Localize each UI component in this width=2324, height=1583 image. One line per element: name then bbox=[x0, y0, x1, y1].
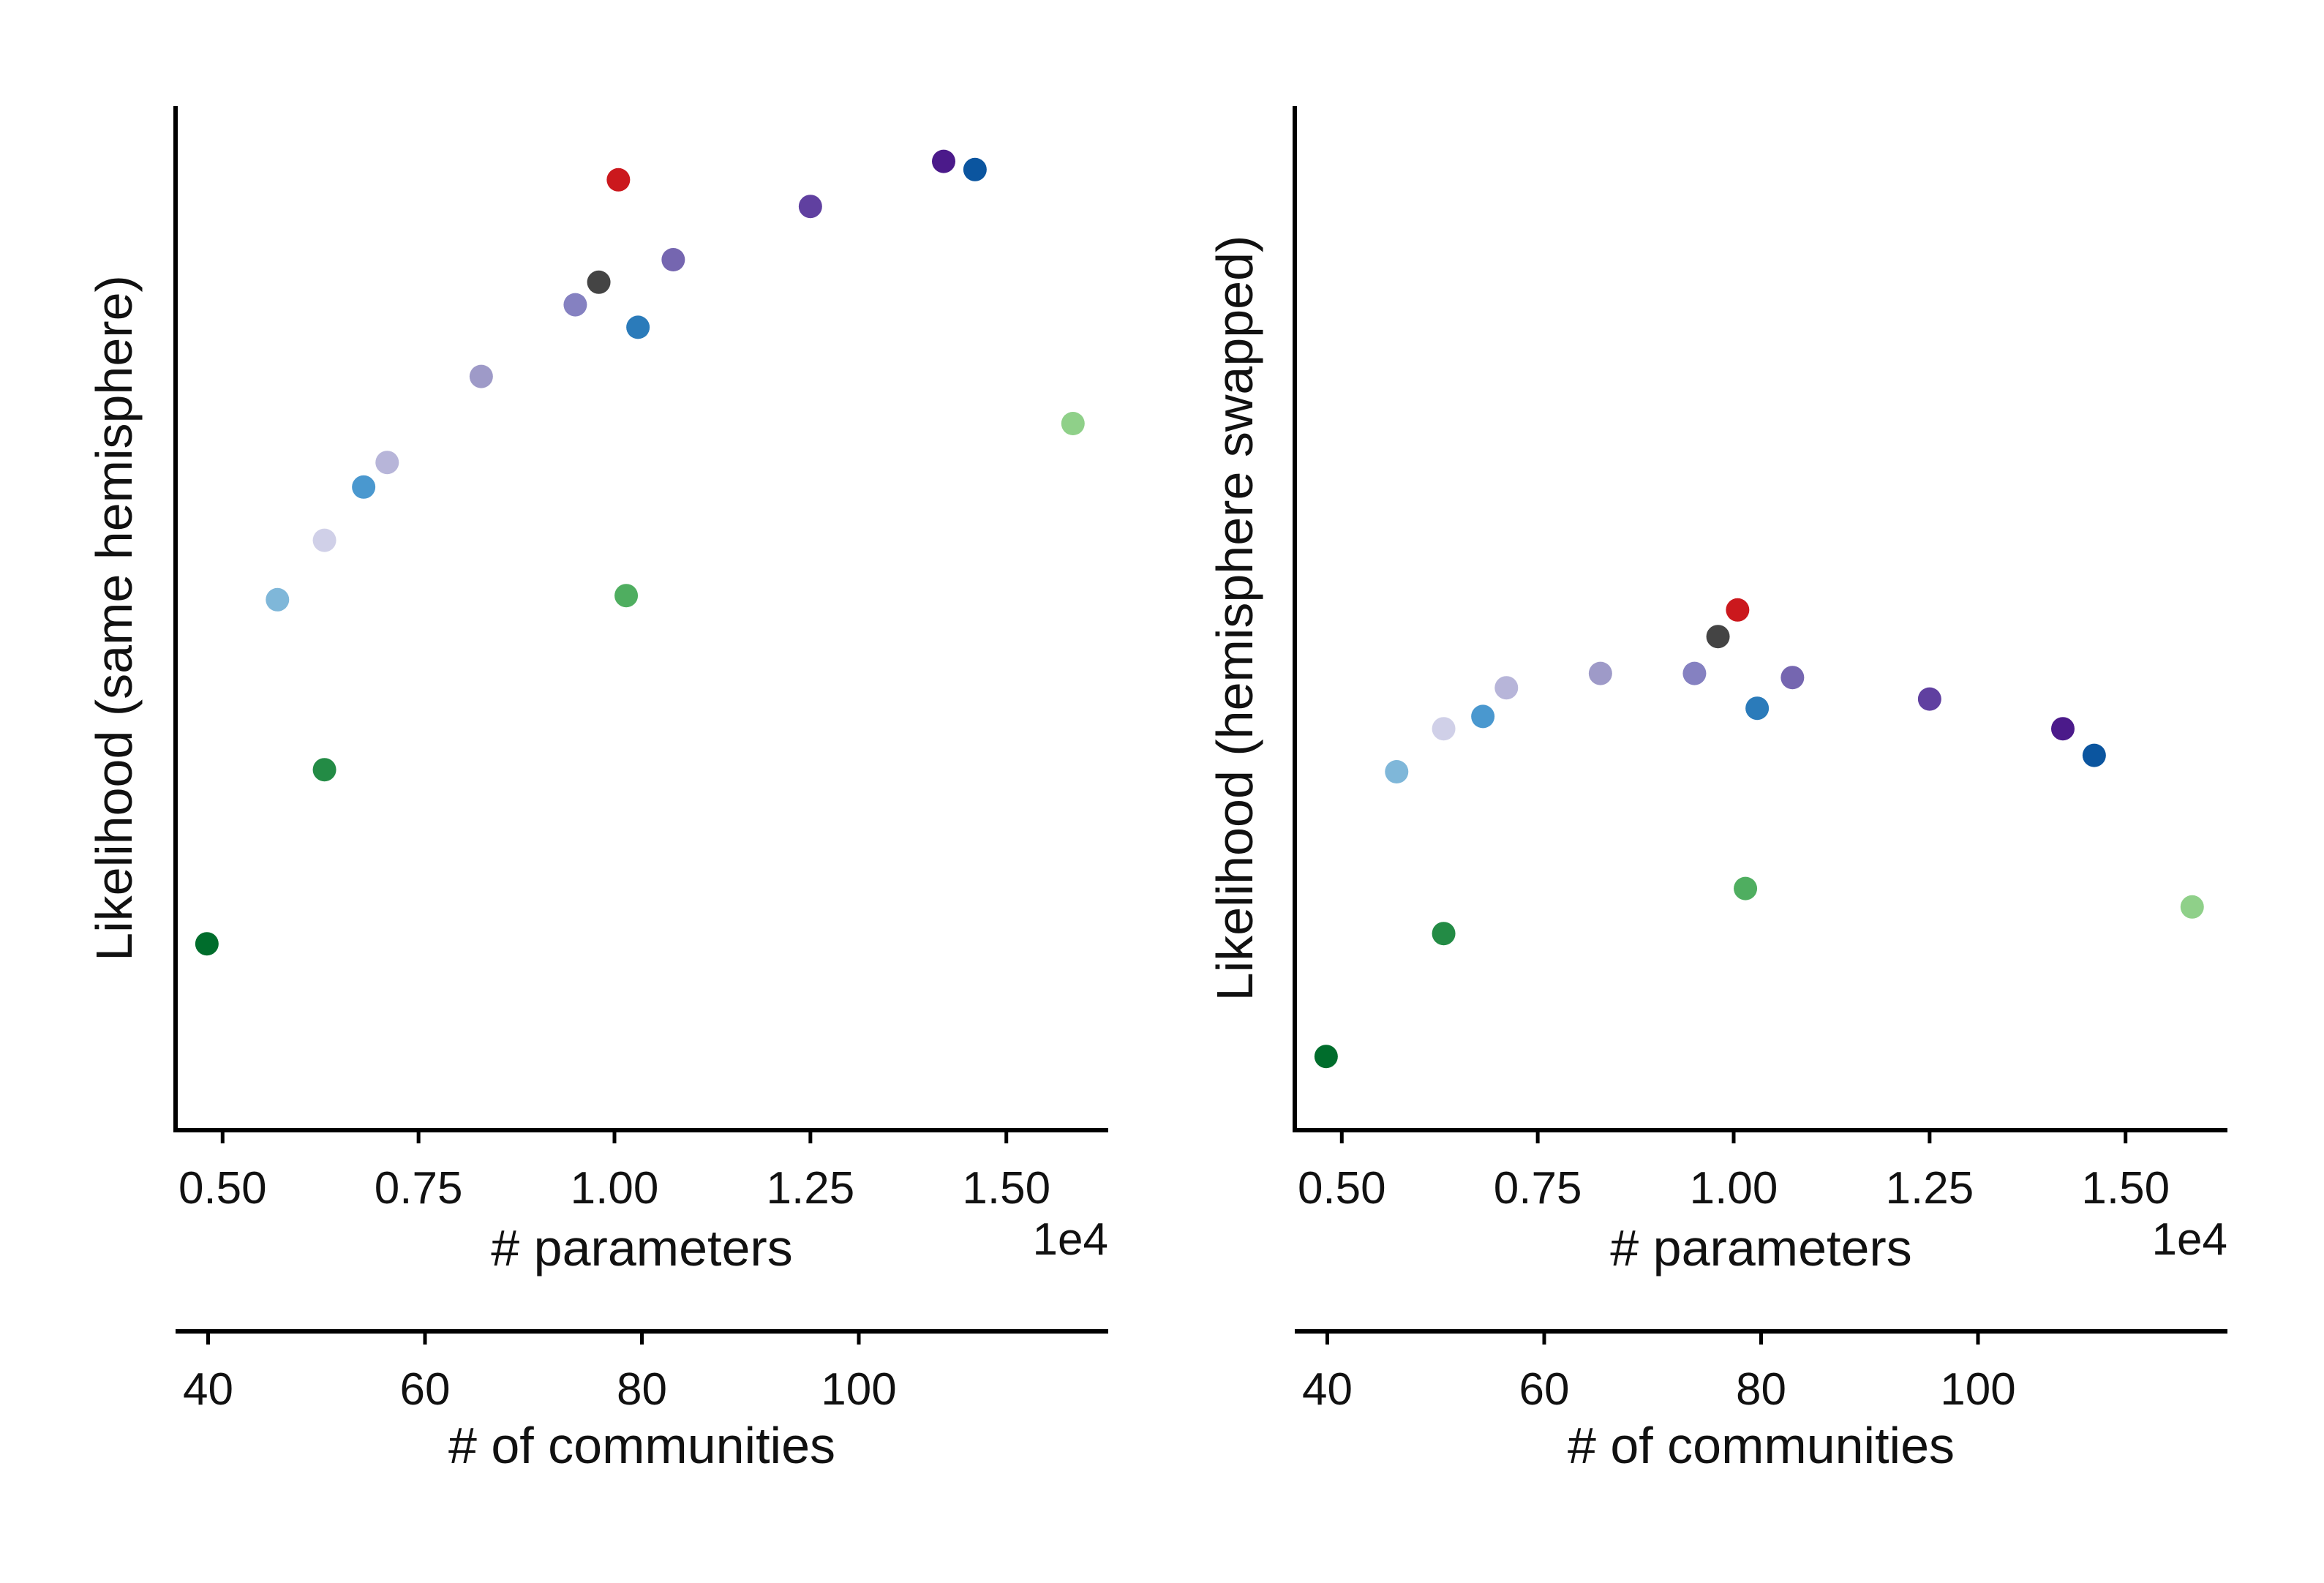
y-axis-label: Likelihood (same hemisphere) bbox=[86, 275, 143, 961]
scatter-point bbox=[312, 758, 336, 782]
left-panel-same-hemisphere: 0.50 0.75 1.00 1.25 1.50 # parameters 1e4 Likel… bbox=[86, 106, 1108, 1474]
secondary-x-axis-label: # of communities bbox=[448, 1417, 835, 1474]
secondary-x-tick-label: 80 bbox=[1736, 1364, 1786, 1415]
scatter-point bbox=[2051, 717, 2075, 741]
scatter-point bbox=[563, 293, 587, 317]
secondary-x-axis-label: # of communities bbox=[1568, 1417, 1955, 1474]
scatter-point bbox=[195, 932, 219, 956]
scatter-point bbox=[312, 528, 336, 552]
secondary-x-tick-label: 100 bbox=[821, 1364, 896, 1415]
scatter-point bbox=[587, 270, 611, 294]
x-offset-label: 1e4 bbox=[2152, 1214, 2227, 1265]
x-tick-label: 1.50 bbox=[2081, 1163, 2170, 1214]
secondary-x-tick-label: 40 bbox=[183, 1364, 233, 1415]
scatter-point bbox=[1061, 412, 1085, 435]
scatter-point bbox=[932, 149, 955, 173]
scatter-point bbox=[266, 587, 290, 612]
right-panel-hemisphere-swapped: 0.50 0.75 1.00 1.25 1.50 # parameters 1e4 Likel… bbox=[1206, 106, 2227, 1474]
x-tick-label: 1.00 bbox=[571, 1163, 659, 1214]
scatter-point bbox=[1917, 687, 1941, 711]
scatter-point bbox=[352, 475, 376, 499]
secondary-x-tick-label: 60 bbox=[400, 1364, 451, 1415]
scatter-point bbox=[1494, 676, 1519, 700]
scatter-point bbox=[626, 315, 650, 339]
scatter-point bbox=[469, 364, 493, 388]
scatter-point bbox=[963, 157, 987, 181]
scatter-point bbox=[1745, 696, 1770, 721]
scatter-point bbox=[2082, 743, 2106, 767]
scatter-point bbox=[1734, 876, 1758, 900]
scatter-point bbox=[614, 584, 639, 608]
y-axis-label: Likelihood (hemisphere swapped) bbox=[1206, 236, 1263, 1001]
scatter-point bbox=[1314, 1045, 1338, 1069]
scatter-point bbox=[1706, 625, 1730, 649]
x-tick-label: 1.00 bbox=[1690, 1163, 1778, 1214]
x-tick-label: 0.50 bbox=[1298, 1163, 1386, 1214]
secondary-x-tick-label: 100 bbox=[1940, 1364, 2015, 1415]
x-tick-label: 1.50 bbox=[962, 1163, 1050, 1214]
x-tick-label: 1.25 bbox=[1886, 1163, 1974, 1214]
x-tick-label: 0.75 bbox=[375, 1163, 463, 1214]
secondary-x-tick-label: 80 bbox=[617, 1364, 667, 1415]
secondary-x-tick-label: 40 bbox=[1302, 1364, 1353, 1415]
scatter-point bbox=[2180, 895, 2204, 919]
scatter-point bbox=[1726, 598, 1750, 622]
scatter-point bbox=[375, 451, 399, 475]
x-tick-label: 0.50 bbox=[178, 1163, 267, 1214]
scatter-point bbox=[1432, 717, 1456, 741]
x-tick-label: 1.25 bbox=[767, 1163, 855, 1214]
scatter-point bbox=[1780, 666, 1805, 690]
scatter-point bbox=[1471, 704, 1495, 729]
x-offset-label: 1e4 bbox=[1033, 1214, 1108, 1265]
x-axis-label: # parameters bbox=[491, 1219, 792, 1276]
scatter-point bbox=[661, 248, 685, 271]
secondary-x-tick-label: 60 bbox=[1519, 1364, 1570, 1415]
scatter-point bbox=[1385, 760, 1409, 783]
scatter-point bbox=[1432, 922, 1456, 946]
x-tick-label: 0.75 bbox=[1494, 1163, 1582, 1214]
scatter-point bbox=[1588, 661, 1612, 685]
scatter-point bbox=[1682, 661, 1707, 685]
scatter-point bbox=[798, 195, 822, 219]
x-axis-label: # parameters bbox=[1610, 1219, 1911, 1276]
scatter-point bbox=[606, 168, 631, 192]
